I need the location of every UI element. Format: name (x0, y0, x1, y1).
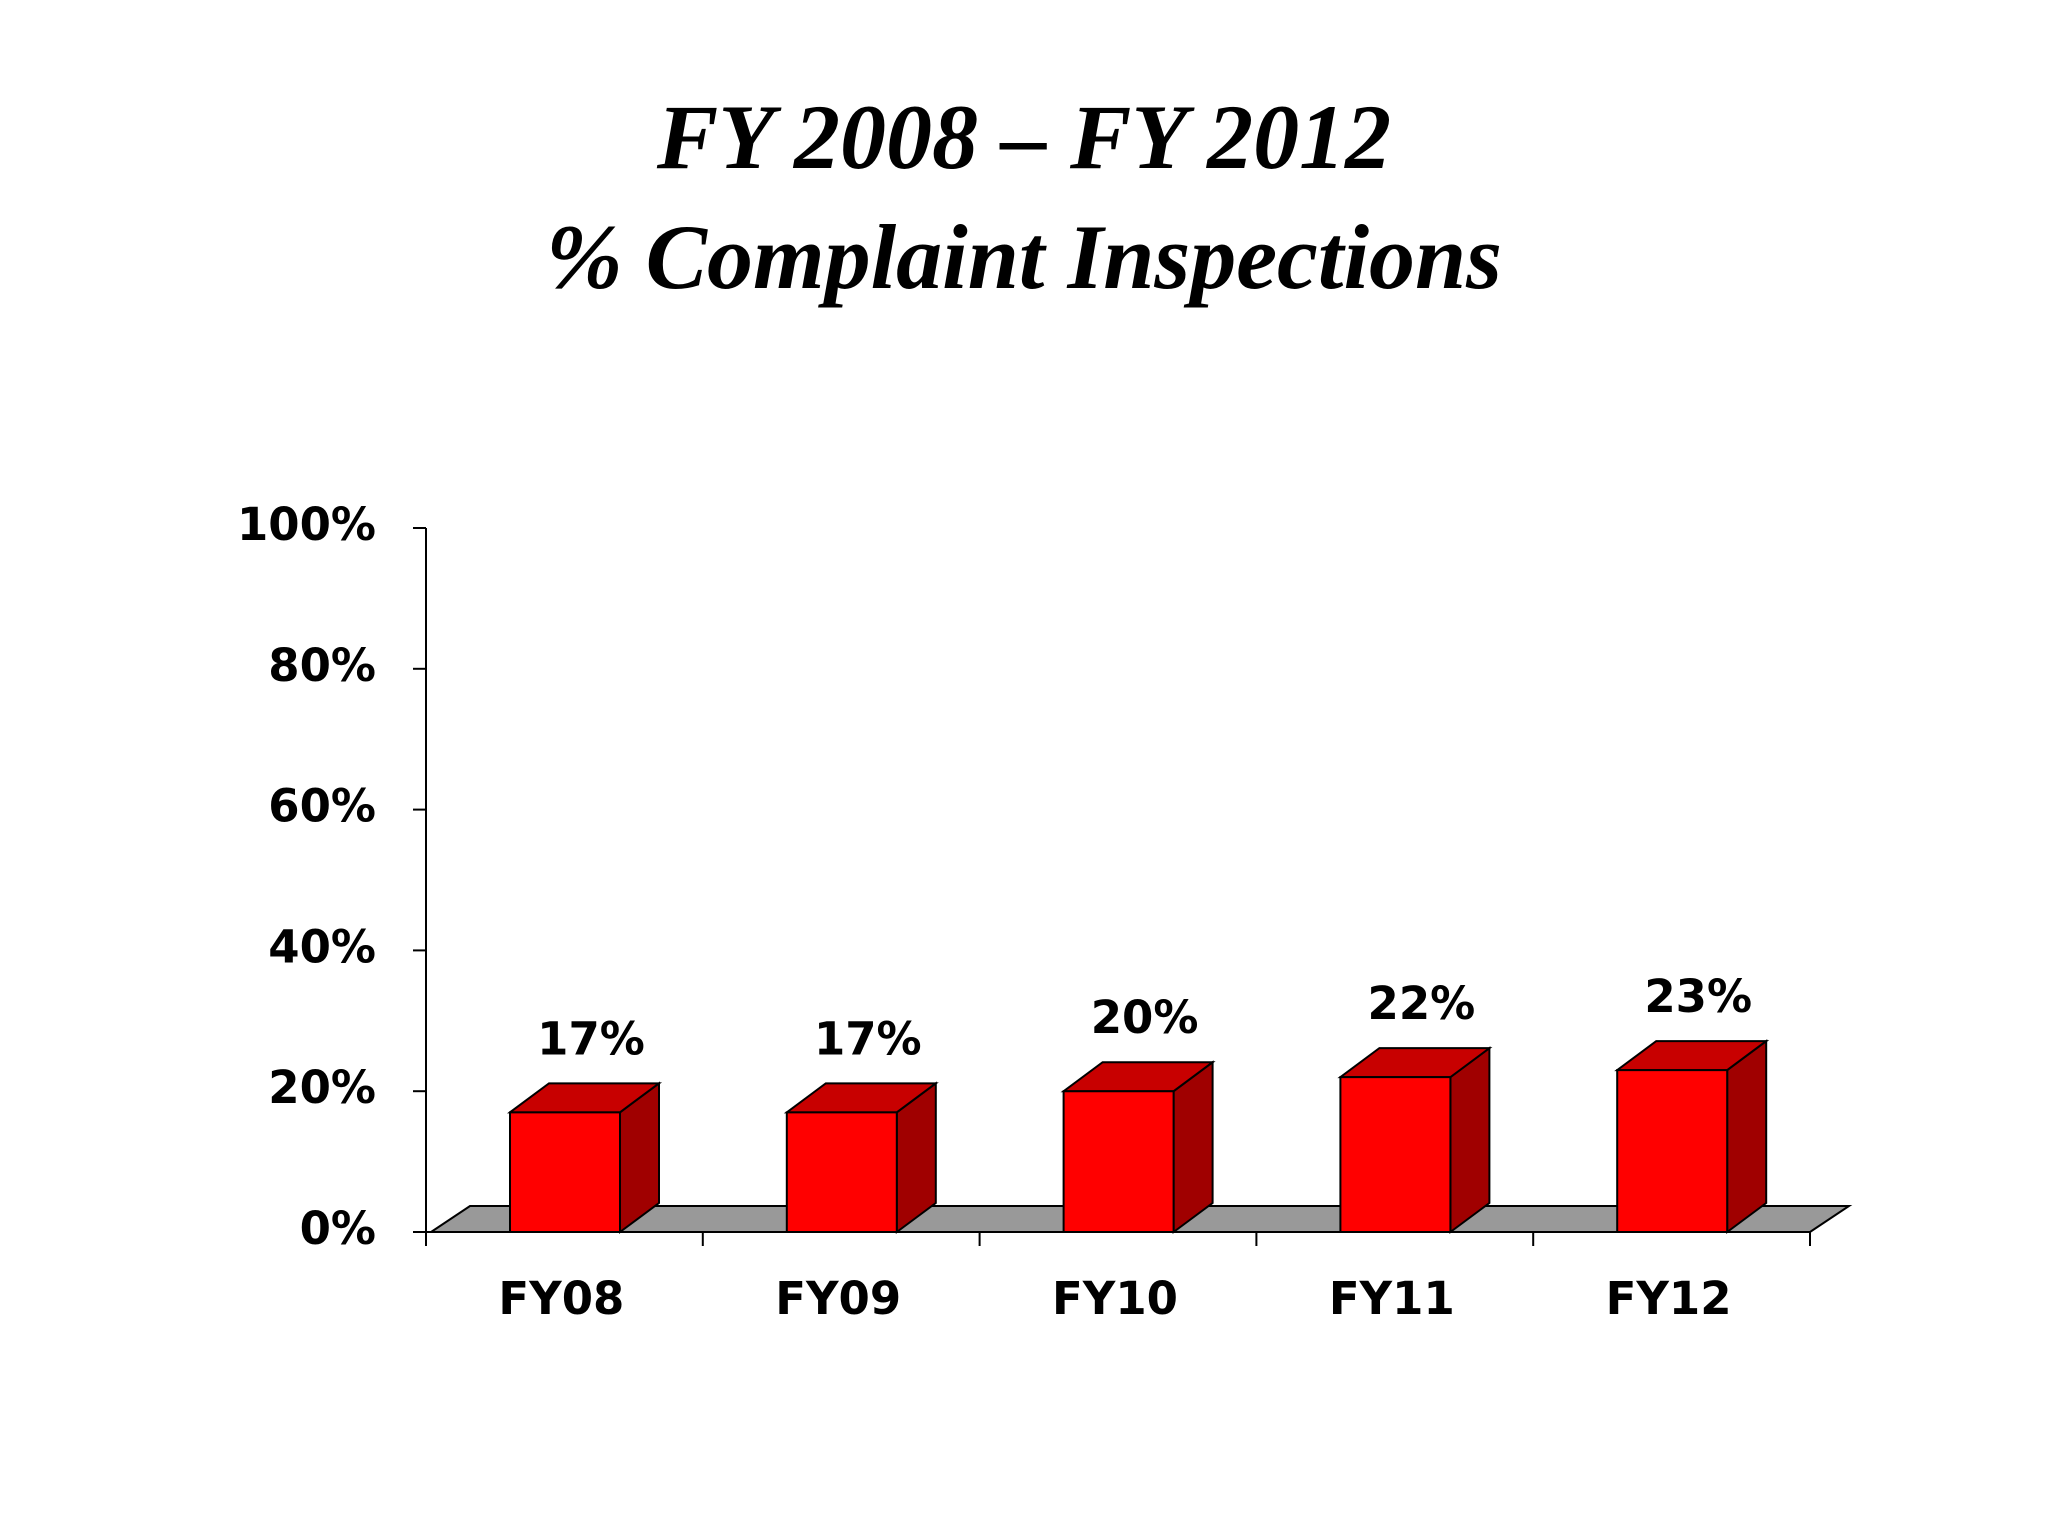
bar-face (1616, 1069, 1729, 1233)
chart-title: % Complaint Inspections (546, 206, 1502, 308)
bar (506, 1081, 663, 1234)
y-tick-label: 100% (237, 498, 376, 551)
bar (783, 1081, 939, 1234)
bar (1337, 1046, 1493, 1234)
y-tick-label: 40% (268, 920, 376, 973)
bar-face (509, 1111, 621, 1233)
value-label: 17% (537, 1012, 645, 1065)
bar-face (785, 1111, 898, 1233)
x-tick-label: FY10 (1052, 1272, 1178, 1325)
value-label: 23% (1644, 970, 1752, 1023)
bar (1614, 1039, 1770, 1234)
y-tick-label: 0% (300, 1202, 376, 1255)
x-tick-label: FY08 (498, 1272, 624, 1325)
value-label: 22% (1368, 977, 1476, 1030)
bar-face (1062, 1090, 1175, 1233)
value-label: 17% (814, 1012, 922, 1065)
y-tick-label: 60% (268, 780, 376, 833)
bar-face (1449, 1046, 1491, 1234)
x-tick-label: FY11 (1329, 1272, 1455, 1325)
bar-face (1726, 1039, 1768, 1234)
x-tick-label: FY09 (775, 1272, 901, 1325)
bar-face (1339, 1076, 1452, 1233)
bar (1060, 1060, 1216, 1234)
value-label: 20% (1091, 991, 1199, 1044)
chart-title: FY 2008 – FY 2012 (656, 86, 1391, 188)
y-tick-label: 80% (268, 639, 376, 692)
y-tick-label: 20% (268, 1061, 376, 1114)
x-tick-label: FY12 (1606, 1272, 1732, 1325)
